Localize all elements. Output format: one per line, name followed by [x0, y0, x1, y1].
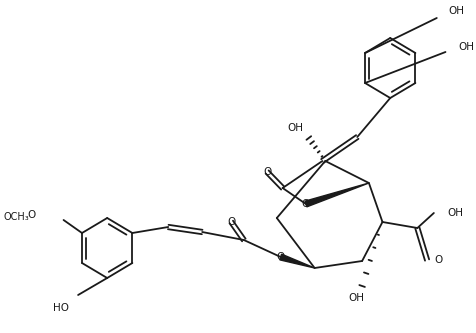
- Text: OCH₃: OCH₃: [4, 212, 30, 222]
- Text: OH: OH: [447, 6, 464, 16]
- Text: OH: OH: [446, 208, 463, 218]
- Text: O: O: [301, 199, 309, 209]
- Text: O: O: [262, 167, 271, 177]
- Text: O: O: [28, 210, 36, 220]
- Text: O: O: [276, 252, 284, 262]
- Text: O: O: [434, 255, 442, 265]
- Polygon shape: [304, 183, 368, 207]
- Text: OH: OH: [287, 123, 303, 133]
- Text: HO: HO: [52, 303, 69, 313]
- Text: O: O: [227, 217, 235, 227]
- Text: OH: OH: [347, 293, 364, 303]
- Text: OH: OH: [457, 42, 473, 52]
- Polygon shape: [279, 254, 314, 268]
